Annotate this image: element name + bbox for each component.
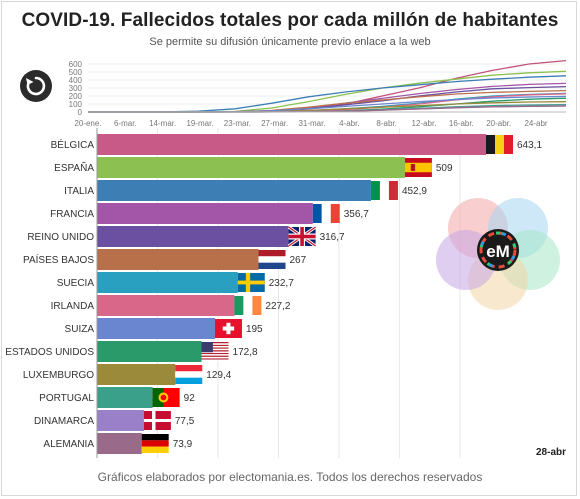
value-label: 195: [246, 324, 263, 335]
category-label: ESTADOS UNIDOS: [5, 347, 94, 358]
value-label: 316,7: [320, 232, 345, 243]
luxembourg-flag: [175, 365, 203, 384]
category-label: SUIZA: [65, 324, 95, 335]
usa-flag: [201, 342, 229, 361]
spain-flag: [404, 158, 432, 177]
value-label: 227,2: [265, 301, 290, 312]
timeline-y-tick: 300: [69, 84, 83, 93]
switzerland-flag: [214, 319, 242, 338]
bar-alemania: [97, 433, 142, 454]
italy-flag: [370, 181, 398, 200]
chart-title: COVID-19. Fallecidos totales por cada mi…: [21, 10, 559, 31]
timeline-y-tick: 100: [69, 100, 83, 109]
value-label: 643,1: [517, 140, 542, 151]
bar-reino-unido: [97, 226, 289, 247]
value-label: 232,7: [269, 278, 294, 289]
timeline-x-tick: 6-mar.: [114, 119, 137, 128]
bar-chart: BÉLGICA 643,1 ESPAÑA 509 ITALIA 452,9 FRANCIA 3…: [5, 128, 542, 458]
value-label: 92: [184, 393, 196, 404]
timeline-x-tick: 4-abr.: [339, 119, 359, 128]
category-label: ESPAÑA: [54, 161, 94, 174]
bar-luxemburgo: [97, 364, 176, 385]
bar-suiza: [97, 318, 215, 339]
value-label: 172,8: [233, 347, 258, 358]
timeline-y-tick: 0: [78, 108, 83, 117]
value-label: 267: [290, 255, 307, 266]
france-flag: [312, 204, 340, 223]
value-label: 73,9: [173, 439, 193, 450]
bar-suecia: [97, 272, 238, 293]
ireland-flag: [234, 296, 262, 315]
bar-portugal: [97, 387, 153, 408]
denmark-flag: [143, 411, 171, 430]
uk-flag: [287, 225, 317, 248]
belgium-flag: [486, 135, 513, 154]
chart-subtitle: Se permite su difusión únicamente previo…: [149, 36, 431, 48]
timeline-x-tick: 31-mar.: [298, 119, 325, 128]
netherlands-flag: [258, 250, 286, 269]
timeline-y-tick: 600: [69, 60, 83, 69]
bar-irlanda: [97, 295, 235, 316]
category-label: ALEMANIA: [43, 439, 94, 450]
electomania-logo: eM: [436, 198, 560, 310]
value-label: 509: [436, 163, 453, 174]
bar-bélgica: [97, 134, 486, 155]
category-label: BÉLGICA: [51, 138, 95, 151]
timeline-x-tick: 24-abr: [524, 119, 547, 128]
timeline-y-tick: 500: [69, 68, 83, 77]
footer-credit: Gráficos elaborados por electomania.es. …: [97, 470, 483, 484]
category-label: LUXEMBURGO: [23, 370, 94, 381]
logo-text: eM: [486, 242, 510, 261]
category-label: SUECIA: [57, 278, 95, 289]
timeline-x-tick: 12-abr.: [412, 119, 437, 128]
category-label: REINO UNIDO: [27, 232, 94, 243]
portugal-flag: [152, 388, 180, 407]
germany-flag: [141, 434, 169, 453]
timeline-x-tick: 16-abr.: [449, 119, 474, 128]
timeline-y-tick: 200: [69, 92, 83, 101]
bar-estados-unidos: [97, 341, 202, 362]
category-label: ITALIA: [64, 186, 94, 197]
replay-icon: [26, 76, 46, 96]
timeline-x-tick: 19-mar.: [186, 119, 213, 128]
value-label: 356,7: [344, 209, 369, 220]
timeline-x-tick: 23-mar.: [224, 119, 251, 128]
timeline-x-tick: 8-abr.: [376, 119, 396, 128]
timeline-x-tick: 14-mar.: [149, 119, 176, 128]
timeline-x-tick: 27-mar.: [261, 119, 288, 128]
bar-países-bajos: [97, 249, 259, 270]
timeline-x-tick: 20-abr.: [486, 119, 511, 128]
bar-españa: [97, 157, 405, 178]
replay-button[interactable]: [20, 70, 52, 102]
value-label: 129,4: [206, 370, 231, 381]
category-label: FRANCIA: [50, 209, 94, 220]
bar-italia: [97, 180, 371, 201]
category-label: IRLANDA: [51, 301, 95, 312]
category-label: PAÍSES BAJOS: [23, 253, 94, 266]
date-label: 28-abr: [535, 447, 566, 458]
sweden-flag: [237, 273, 265, 292]
category-label: PORTUGAL: [39, 393, 94, 404]
value-label: 452,9: [402, 186, 427, 197]
category-label: DINAMARCA: [34, 416, 94, 427]
timeline-y-tick: 400: [69, 76, 83, 85]
bar-francia: [97, 203, 313, 224]
value-label: 77,5: [175, 416, 195, 427]
bar-dinamarca: [97, 410, 144, 431]
timeline-x-tick: 20-ene.: [74, 119, 101, 128]
